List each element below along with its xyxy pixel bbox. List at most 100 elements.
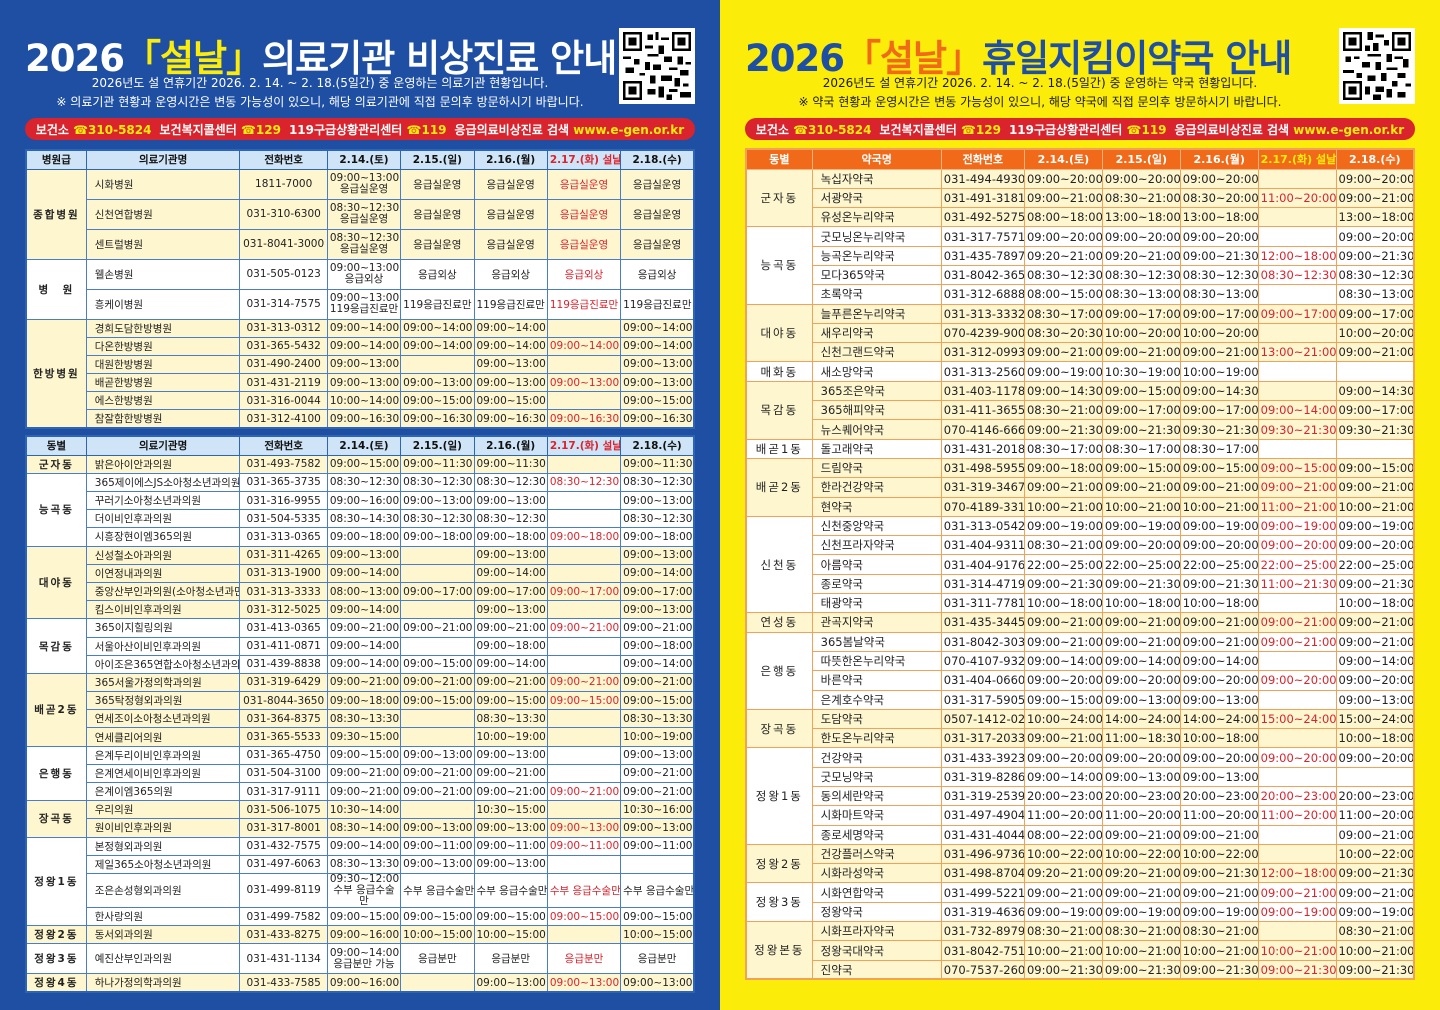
health-center-phone[interactable]: ☎310-5824 bbox=[793, 122, 872, 137]
phone-cell[interactable]: 0507-1412-0230 bbox=[940, 708, 1025, 730]
phone-cell[interactable]: 031-433-8275 bbox=[239, 925, 328, 945]
phone-cell[interactable]: 031-316-9955 bbox=[239, 490, 328, 511]
phone-cell[interactable]: 031-317-9111 bbox=[239, 781, 328, 802]
phone-cell[interactable]: 031-8041-3000 bbox=[239, 228, 328, 260]
phone-cell[interactable]: 031-404-0660 bbox=[940, 670, 1025, 691]
egen-link[interactable]: www.e-gen.or.kr bbox=[1293, 122, 1405, 137]
phone-cell[interactable]: 031-365-5533 bbox=[239, 727, 328, 747]
name-cell: 웰손병원 bbox=[85, 258, 241, 290]
phone-cell[interactable]: 031-319-6429 bbox=[239, 672, 328, 693]
phone-cell[interactable]: 031-8042-7515 bbox=[940, 940, 1025, 961]
phone-cell[interactable]: 031-497-6063 bbox=[239, 854, 328, 874]
phone-cell[interactable]: 031-365-5432 bbox=[239, 336, 328, 356]
phone-cell[interactable]: 031-365-4750 bbox=[239, 745, 328, 765]
phone-cell[interactable]: 031-312-0993 bbox=[940, 342, 1025, 363]
phone-cell[interactable]: 031-431-2018 bbox=[940, 438, 1025, 459]
phone-cell[interactable]: 031-499-8119 bbox=[239, 872, 328, 908]
phone-cell[interactable]: 031-431-1134 bbox=[239, 943, 328, 975]
phone-cell[interactable]: 031-435-7897 bbox=[940, 245, 1025, 266]
phone-cell[interactable]: 031-499-7582 bbox=[239, 906, 328, 927]
phone-cell[interactable]: 070-4189-3311 bbox=[940, 496, 1025, 517]
phone-cell[interactable]: 031-494-4930 bbox=[940, 168, 1025, 189]
phone-cell[interactable]: 031-431-2119 bbox=[239, 373, 328, 393]
phone-cell[interactable]: 031-319-3467 bbox=[940, 477, 1025, 498]
hours-cell: 09:00~17:00 bbox=[473, 581, 548, 602]
phone-cell[interactable]: 070-7537-2600 bbox=[940, 959, 1025, 980]
phone-cell[interactable]: 031-404-9311 bbox=[940, 535, 1025, 556]
phone-cell[interactable]: 031-311-7781 bbox=[940, 593, 1025, 614]
phone-cell[interactable]: 031-365-3735 bbox=[239, 472, 328, 493]
welfare-center-phone[interactable]: ☎129 bbox=[240, 122, 281, 137]
phone-cell[interactable]: 031-498-5955 bbox=[940, 457, 1025, 479]
phone-cell[interactable]: 031-504-3100 bbox=[239, 763, 328, 784]
emergency-phone[interactable]: ☎119 bbox=[1126, 122, 1167, 137]
egen-link[interactable]: www.e-gen.or.kr bbox=[573, 122, 685, 137]
phone-cell[interactable]: 031-312-5025 bbox=[239, 600, 328, 620]
phone-cell[interactable]: 031-433-3923 bbox=[940, 747, 1025, 768]
phone-cell[interactable]: 031-732-8979 bbox=[940, 921, 1025, 942]
phone-cell[interactable]: 031-319-2539 bbox=[940, 785, 1025, 807]
phone-cell[interactable]: 031-411-0871 bbox=[239, 636, 328, 656]
qr-code-icon[interactable] bbox=[619, 28, 695, 104]
phone-cell[interactable]: 031-8042-3658 bbox=[940, 264, 1025, 286]
emergency-phone[interactable]: ☎119 bbox=[406, 122, 447, 137]
phone-cell[interactable]: 031-310-6300 bbox=[239, 198, 328, 230]
phone-cell[interactable]: 031-413-0365 bbox=[239, 618, 328, 638]
phone-cell[interactable]: 031-364-8375 bbox=[239, 709, 328, 729]
phone-cell[interactable]: 031-8042-3034 bbox=[940, 631, 1025, 652]
phone-cell[interactable]: 070-4107-9329 bbox=[940, 650, 1025, 672]
phone-cell[interactable]: 031-313-0542 bbox=[940, 515, 1025, 537]
phone-cell[interactable]: 031-317-2033 bbox=[940, 728, 1025, 749]
holiday-hours-cell: 12:00~18:00 bbox=[1257, 245, 1337, 266]
phone-cell[interactable]: 031-313-0365 bbox=[239, 527, 328, 547]
phone-cell[interactable]: 031-319-8286 bbox=[940, 766, 1025, 788]
phone-cell[interactable]: 031-497-4904 bbox=[940, 805, 1025, 826]
phone-cell[interactable]: 031-504-5335 bbox=[239, 509, 328, 529]
phone-cell[interactable]: 031-491-3181 bbox=[940, 187, 1025, 209]
phone-cell[interactable]: 031-506-1075 bbox=[239, 800, 328, 820]
phone-cell[interactable]: 031-433-7585 bbox=[239, 973, 328, 993]
hours-cell: 09:00~15:00 bbox=[473, 906, 548, 927]
phone-cell[interactable]: 031-493-7582 bbox=[239, 454, 328, 474]
phone-cell[interactable]: 031-312-6888 bbox=[940, 284, 1025, 305]
health-center-phone[interactable]: ☎310-5824 bbox=[73, 122, 152, 137]
phone-cell[interactable]: 031-314-4719 bbox=[940, 573, 1025, 595]
column-header: 전화번호 bbox=[940, 148, 1025, 170]
phone-cell[interactable]: 031-498-8704 bbox=[940, 863, 1025, 884]
phone-cell[interactable]: 031-319-4636 bbox=[940, 901, 1025, 923]
welfare-center-phone[interactable]: ☎129 bbox=[960, 122, 1001, 137]
phone-cell[interactable]: 031-499-5221 bbox=[940, 882, 1025, 903]
phone-cell[interactable]: 070-4239-9005 bbox=[940, 322, 1025, 344]
phone-cell[interactable]: 031-492-5275 bbox=[940, 207, 1025, 228]
phone-cell[interactable]: 031-313-3332 bbox=[940, 303, 1025, 324]
phone-cell[interactable]: 031-404-9176 bbox=[940, 554, 1025, 575]
phone-cell[interactable]: 031-505-0123 bbox=[239, 258, 328, 290]
phone-cell[interactable]: 031-313-1900 bbox=[239, 563, 328, 583]
phone-cell[interactable]: 031-432-7575 bbox=[239, 836, 328, 856]
phone-cell[interactable]: 031-316-0044 bbox=[239, 391, 328, 411]
phone-cell[interactable]: 031-8044-3650 bbox=[239, 691, 328, 711]
phone-cell[interactable]: 031-317-5905 bbox=[940, 689, 1025, 710]
phone-cell[interactable]: 031-435-3445 bbox=[940, 612, 1025, 633]
phone-cell[interactable]: 031-314-7575 bbox=[239, 288, 328, 320]
phone-cell[interactable]: 1811-7000 bbox=[239, 168, 328, 200]
phone-cell[interactable]: 031-496-9736 bbox=[940, 843, 1025, 865]
phone-cell[interactable]: 070-4146-6666 bbox=[940, 419, 1025, 440]
phone-cell[interactable]: 031-313-0312 bbox=[239, 318, 328, 338]
phone-cell[interactable]: 031-312-4100 bbox=[239, 409, 328, 429]
phone-cell[interactable]: 031-317-8001 bbox=[239, 818, 328, 838]
phone-cell[interactable]: 031-313-2560 bbox=[940, 361, 1025, 382]
table-row: 신천연합병원 031-310-6300 08:30~12:30 응급실운영 응급실운영… bbox=[26, 198, 695, 230]
phone-cell[interactable]: 031-313-3333 bbox=[239, 581, 328, 602]
holiday-hours-cell: 09:00~15:00 bbox=[546, 906, 622, 927]
phone-cell[interactable]: 031-311-4265 bbox=[239, 545, 328, 565]
qr-code-icon[interactable] bbox=[1339, 28, 1415, 104]
phone-cell[interactable]: 031-431-4044 bbox=[940, 824, 1025, 845]
phone-cell[interactable]: 031-317-7571 bbox=[940, 226, 1025, 247]
phone-cell[interactable]: 031-403-1178 bbox=[940, 380, 1025, 402]
phone-cell[interactable]: 031-490-2400 bbox=[239, 354, 328, 375]
phone-cell[interactable]: 031-439-8838 bbox=[239, 654, 328, 674]
hours-cell bbox=[1335, 766, 1415, 788]
phone-cell[interactable]: 031-411-3655 bbox=[940, 400, 1025, 421]
hours-cell: 08:30~12:30 bbox=[473, 472, 548, 493]
